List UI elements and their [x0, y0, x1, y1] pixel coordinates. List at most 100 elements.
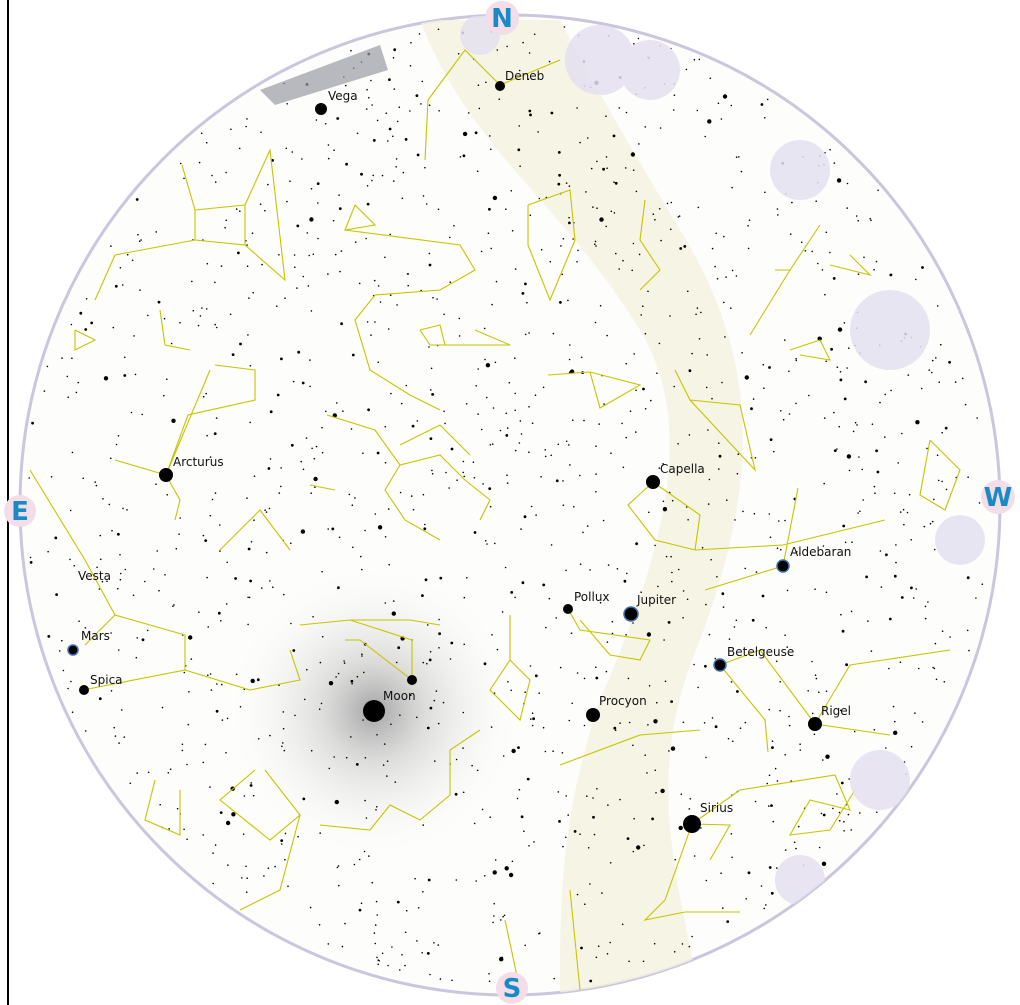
star: [430, 367, 433, 370]
star-label: Betelgeuse: [727, 645, 794, 659]
star: [426, 662, 428, 665]
star: [514, 596, 516, 599]
star: [538, 932, 540, 935]
star: [343, 660, 345, 662]
star: [67, 687, 69, 690]
star: [61, 357, 63, 359]
star: [722, 907, 724, 909]
star: [968, 649, 970, 652]
star: [239, 210, 241, 212]
star: [635, 542, 638, 546]
star: [568, 719, 571, 722]
star: [358, 282, 361, 285]
star: [605, 156, 608, 158]
star: [377, 361, 380, 364]
star: [562, 480, 564, 482]
star: [981, 583, 984, 585]
star: [350, 736, 352, 738]
star: [187, 723, 190, 726]
star: [395, 166, 398, 168]
star: [610, 452, 612, 455]
star: [677, 443, 679, 445]
star: [720, 872, 722, 874]
star: [502, 755, 505, 757]
star: [256, 678, 260, 682]
star: [652, 213, 655, 215]
star: [642, 305, 644, 308]
star: [504, 866, 509, 871]
star: [309, 217, 314, 222]
star: [594, 321, 597, 324]
star: [335, 676, 337, 678]
star: [420, 103, 422, 105]
star: [726, 499, 728, 502]
star: [257, 738, 260, 740]
star: [795, 402, 797, 405]
star: [199, 315, 202, 317]
star: [429, 437, 433, 440]
star: [235, 673, 238, 676]
star: [476, 170, 479, 172]
star: [966, 576, 970, 580]
star: [378, 960, 381, 962]
star: [141, 638, 145, 642]
star: [619, 798, 621, 801]
star: [155, 483, 157, 486]
star: [451, 979, 453, 982]
star: [285, 147, 288, 150]
star: [542, 386, 545, 389]
star: [703, 722, 706, 724]
star: [609, 941, 611, 944]
star: [609, 862, 612, 864]
star: [607, 804, 609, 806]
star: [854, 421, 857, 424]
star: [415, 94, 419, 97]
star: [391, 611, 396, 616]
star: [518, 442, 521, 444]
star: [677, 216, 680, 218]
foreground-trees: [460, 15, 985, 905]
star: [667, 621, 671, 624]
star: [895, 561, 897, 564]
star: [568, 444, 570, 446]
star: [259, 203, 262, 205]
star: [721, 592, 725, 596]
star: [344, 922, 346, 925]
star: [404, 138, 408, 141]
star: [439, 978, 442, 980]
star: [401, 954, 403, 956]
star: [606, 953, 609, 955]
star: [315, 445, 318, 448]
star: [481, 808, 484, 811]
star: [933, 498, 935, 501]
star: [327, 157, 330, 160]
star: [234, 577, 238, 580]
star: [561, 273, 564, 276]
star: [722, 94, 728, 99]
star: [114, 735, 117, 737]
star: [552, 332, 555, 335]
star: [356, 675, 359, 678]
star: [267, 467, 271, 470]
star: [339, 270, 341, 273]
star: [863, 256, 865, 259]
star-label: Rigel: [821, 704, 851, 718]
star: [392, 135, 394, 138]
star: [586, 795, 588, 797]
star: [490, 247, 493, 250]
star: [775, 660, 778, 663]
star: [499, 429, 502, 432]
star: [438, 632, 441, 636]
star: [707, 119, 712, 124]
star: [870, 219, 872, 222]
star: [384, 425, 387, 428]
star: [893, 492, 896, 495]
star: [462, 747, 464, 749]
star: [688, 808, 691, 810]
star: [171, 418, 176, 423]
star: [350, 49, 352, 52]
star: [821, 861, 827, 866]
star: [428, 263, 432, 267]
star: [931, 371, 933, 374]
star: [626, 572, 628, 575]
